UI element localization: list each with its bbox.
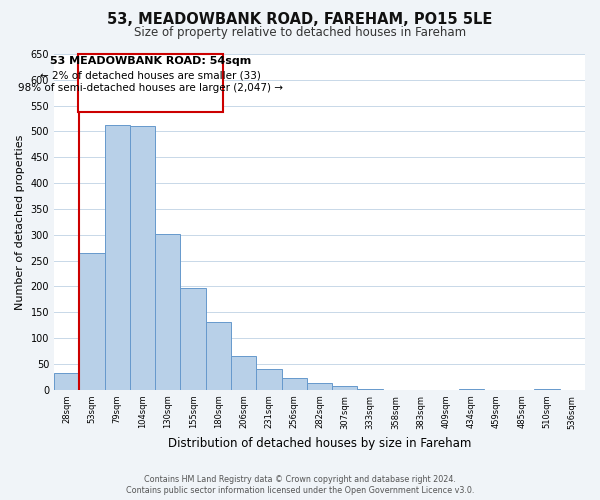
Text: Contains HM Land Registry data © Crown copyright and database right 2024.: Contains HM Land Registry data © Crown c… bbox=[144, 475, 456, 484]
Bar bbox=[155, 234, 181, 390]
Text: 53 MEADOWBANK ROAD: 54sqm: 53 MEADOWBANK ROAD: 54sqm bbox=[50, 56, 251, 66]
Bar bbox=[281, 378, 307, 390]
Text: Contains public sector information licensed under the Open Government Licence v3: Contains public sector information licen… bbox=[126, 486, 474, 495]
Bar bbox=[231, 356, 256, 390]
Bar bbox=[79, 253, 104, 390]
X-axis label: Distribution of detached houses by size in Fareham: Distribution of detached houses by size … bbox=[168, 437, 471, 450]
Bar bbox=[130, 126, 155, 390]
Text: Size of property relative to detached houses in Fareham: Size of property relative to detached ho… bbox=[134, 26, 466, 39]
Y-axis label: Number of detached properties: Number of detached properties bbox=[15, 134, 25, 310]
Bar bbox=[104, 125, 130, 390]
Bar bbox=[206, 322, 231, 390]
Text: 53, MEADOWBANK ROAD, FAREHAM, PO15 5LE: 53, MEADOWBANK ROAD, FAREHAM, PO15 5LE bbox=[107, 12, 493, 28]
Bar bbox=[358, 389, 383, 390]
Bar bbox=[332, 386, 358, 390]
Text: 98% of semi-detached houses are larger (2,047) →: 98% of semi-detached houses are larger (… bbox=[18, 83, 283, 93]
Text: ← 2% of detached houses are smaller (33): ← 2% of detached houses are smaller (33) bbox=[40, 70, 261, 81]
Bar bbox=[181, 288, 206, 390]
Bar bbox=[307, 382, 332, 390]
Bar bbox=[54, 373, 79, 390]
Bar bbox=[256, 369, 281, 390]
